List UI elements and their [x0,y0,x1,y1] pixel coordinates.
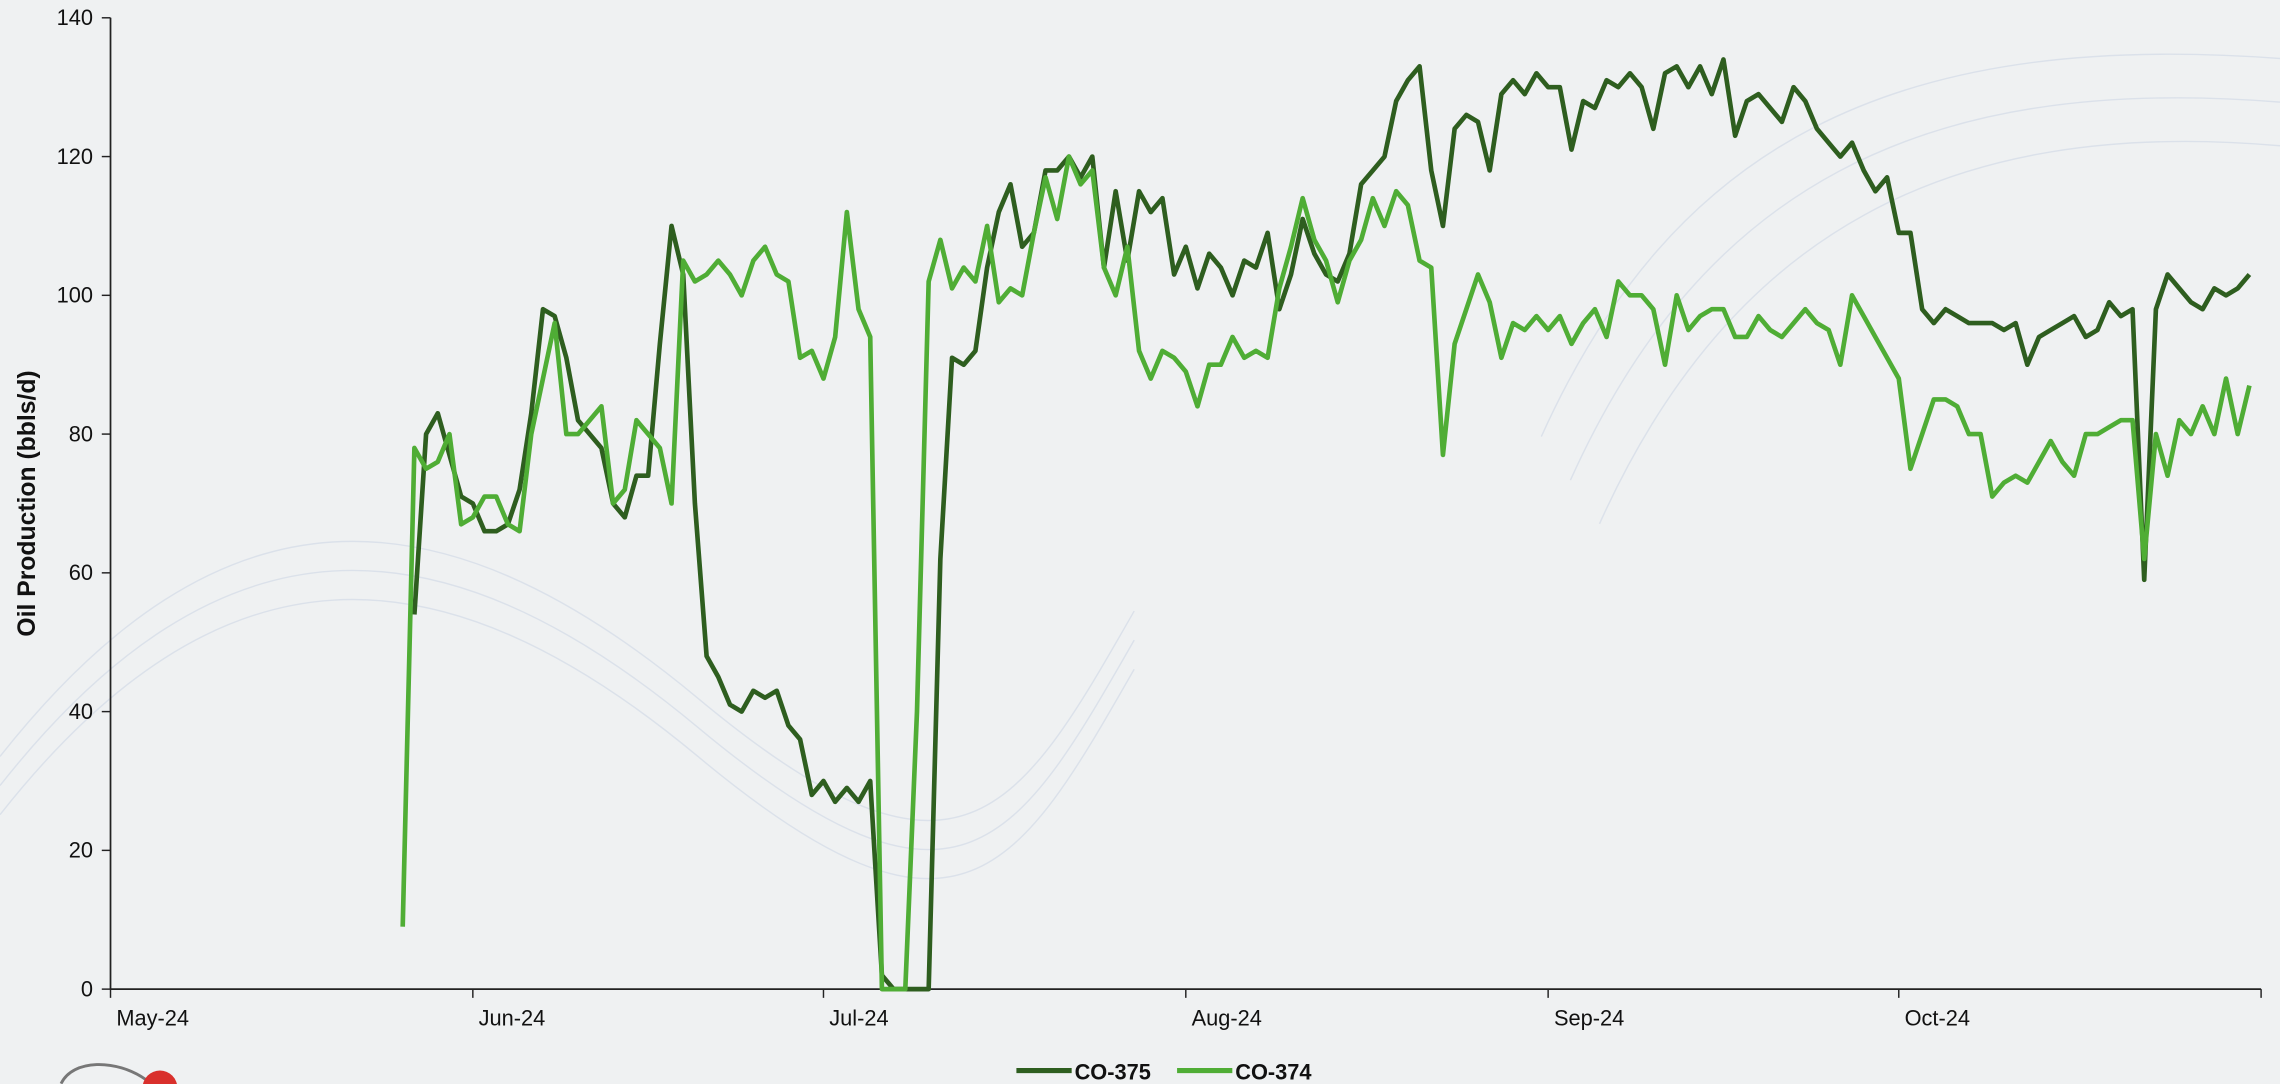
legend-label: CO-375 [1075,1059,1151,1084]
x-tick-label: Jul-24 [829,1005,888,1030]
y-tick-label: 80 [69,421,93,446]
y-tick-label: 140 [57,5,93,30]
series-line [412,57,2252,992]
y-tick-label: 0 [81,976,93,1001]
legend-label: CO-374 [1235,1059,1311,1084]
background-decoration [0,53,2280,880]
x-tick-label: Sep-24 [1554,1005,1624,1030]
plot-area: 0 20 40 60 80 100 120 140 May-24 Jun-24 Jul-24 Aug-… [57,5,2262,1084]
series-line [400,154,2252,992]
y-tick-label: 20 [69,838,93,863]
x-tick-label: Jun-24 [479,1005,546,1030]
y-tick-label: 100 [57,283,93,308]
x-tick-label: May-24 [116,1005,189,1030]
x-tick-label: Aug-24 [1192,1005,1262,1030]
y-tick-label: 120 [57,144,93,169]
y-axis-label: Oil Production (bbls/d) [14,370,41,636]
y-tick-label: 40 [69,699,93,724]
y-tick-label: 60 [69,560,93,585]
logo [59,1063,177,1084]
x-tick-label: Oct-24 [1905,1005,1970,1030]
